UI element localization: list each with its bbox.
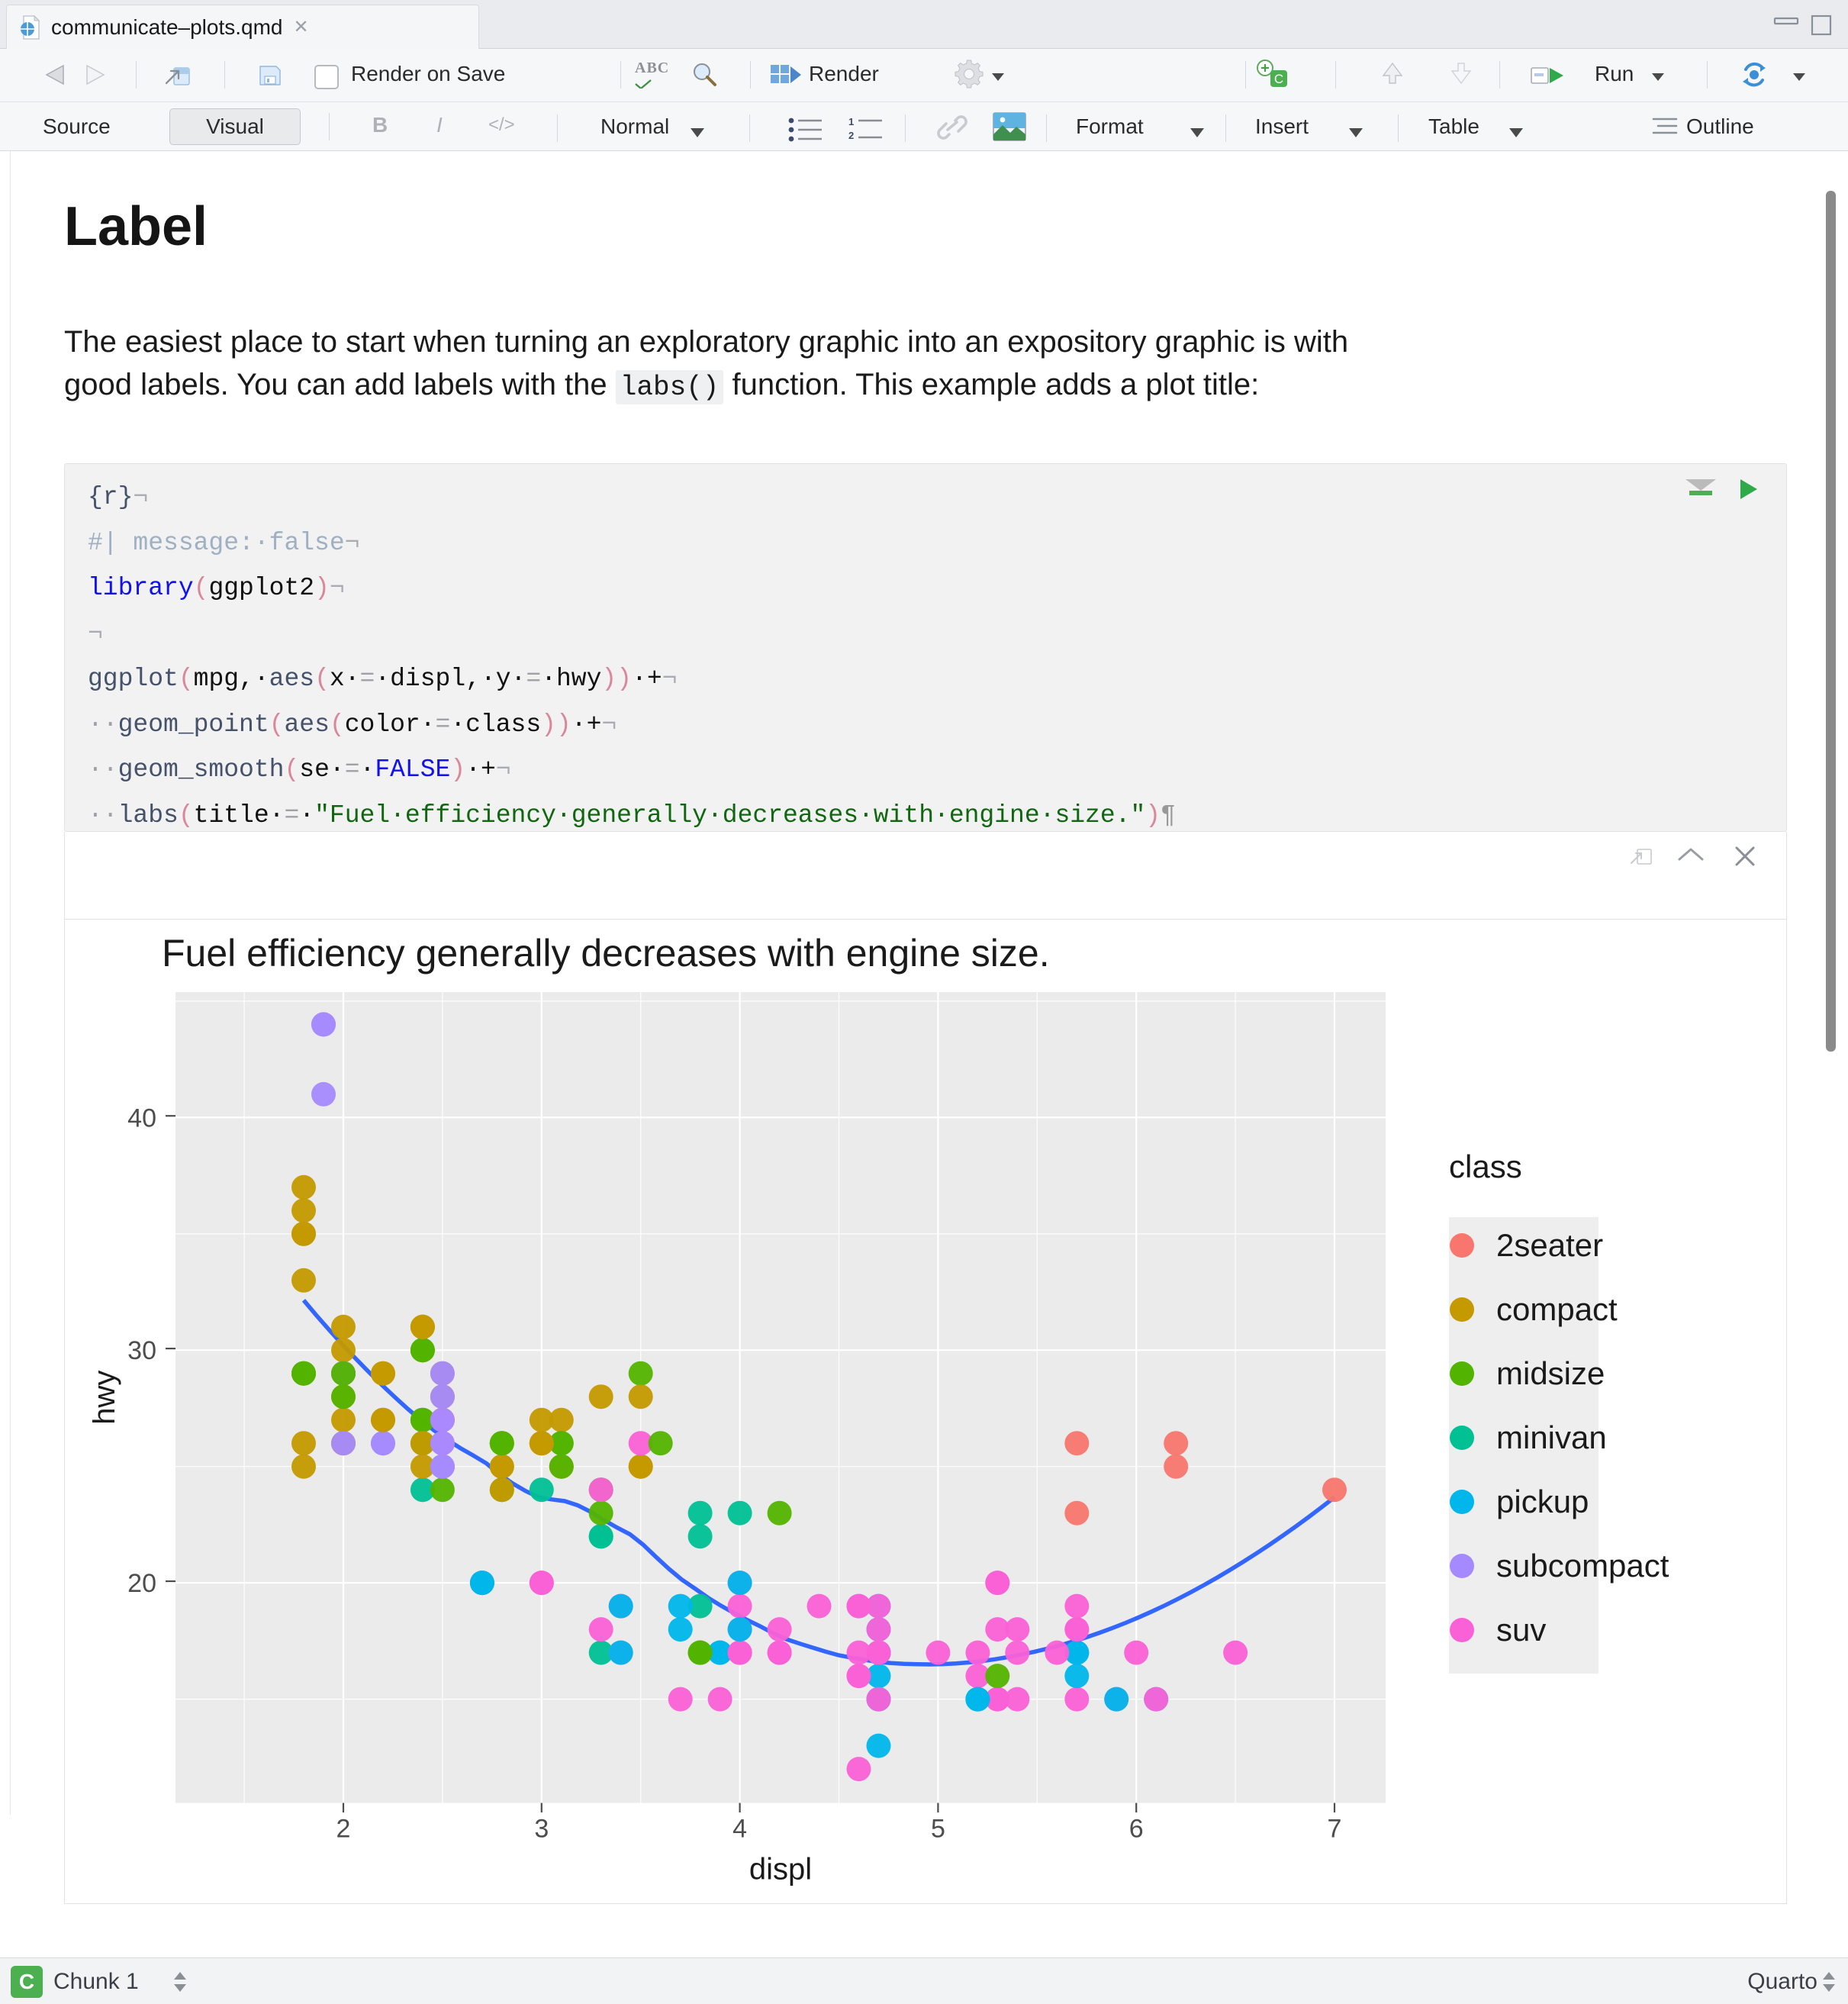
svg-text:20: 20 xyxy=(127,1569,156,1598)
svg-text:7: 7 xyxy=(1328,1815,1342,1844)
svg-text:40: 40 xyxy=(127,1103,156,1132)
svg-text:displ: displ xyxy=(749,1853,812,1886)
svg-text:2: 2 xyxy=(336,1815,351,1844)
svg-text:C: C xyxy=(1274,72,1283,86)
svg-text:6: 6 xyxy=(1129,1815,1144,1844)
svg-text:2: 2 xyxy=(848,130,854,141)
svg-text:3: 3 xyxy=(534,1815,549,1844)
svg-text:4: 4 xyxy=(732,1815,747,1844)
svg-text:30: 30 xyxy=(127,1336,156,1365)
svg-text:1: 1 xyxy=(848,118,854,127)
svg-text:hwy: hwy xyxy=(88,1371,121,1425)
svg-text:5: 5 xyxy=(931,1815,945,1844)
